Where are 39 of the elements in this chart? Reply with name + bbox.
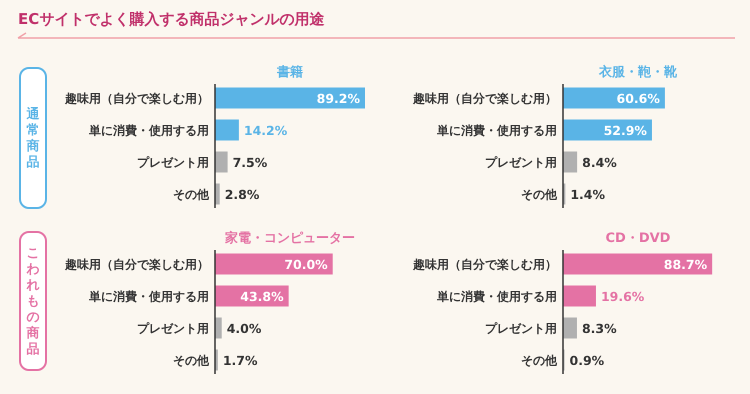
text: こわれもの商品 [26,246,40,357]
data-label: 52.9% [604,123,648,138]
y-tick-label: その他 [173,354,210,368]
data-label: 89.2% [316,91,360,106]
chart-title: 衣服・鞄・靴 [598,64,678,80]
chart-title: 書籍 [276,65,303,80]
data-label: 4.0% [226,321,262,336]
y-tick-label: その他 [521,188,558,202]
data-label: 0.9% [570,353,605,368]
data-label: 1.7% [222,353,258,368]
y-tick-label: 趣味用（自分で楽しむ用） [64,258,209,272]
data-label: 2.8% [224,187,260,202]
y-tick-label: プレゼント用 [485,322,557,336]
chart-title: CD・DVD [606,231,671,246]
data-label: 70.0% [284,257,328,272]
data-label: 19.6% [600,289,645,304]
y-tick-label: 趣味用（自分で楽しむ用） [412,258,557,272]
y-tick-label: 単に消費・使用する用 [88,124,209,138]
data-label: 43.8% [240,289,284,304]
data-label: 8.3% [582,321,618,336]
text: ECサイトでよく購入する商品ジャンルの用途 [18,10,326,28]
data-label: 7.5% [232,155,268,170]
data-label: 14.2% [244,123,288,138]
y-tick-label: プレゼント用 [137,322,209,336]
y-tick-label: その他 [521,354,558,368]
y-tick-label: プレゼント用 [485,156,557,170]
y-tick-label: プレゼント用 [137,156,209,170]
y-tick-label: 趣味用（自分で楽しむ用） [64,92,209,106]
y-tick-label: 単に消費・使用する用 [436,290,557,304]
data-label: 60.6% [616,91,660,106]
text: 通常商品 [26,106,40,170]
y-tick-label: 単に消費・使用する用 [436,124,557,138]
chart-title: 家電・コンピューター [224,230,355,246]
data-label: 1.4% [570,187,606,202]
data-label: 8.4% [582,155,618,170]
y-tick-label: 趣味用（自分で楽しむ用） [412,92,557,106]
y-tick-label: その他 [173,188,210,202]
data-label: 88.7% [664,257,708,272]
y-tick-label: 単に消費・使用する用 [88,290,209,304]
